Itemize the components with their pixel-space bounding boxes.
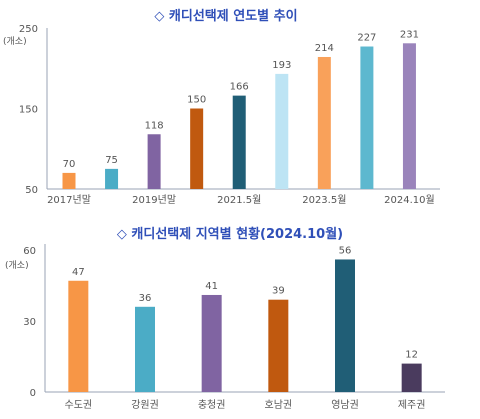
x-tick-label: 제주권 [398, 399, 426, 411]
x-tick-label: 2024.10월 [384, 194, 435, 206]
bar [105, 168, 119, 189]
bar-value-label: 214 [315, 43, 334, 54]
bar [401, 363, 422, 392]
y-tick-label: 60 [23, 246, 36, 257]
bar [232, 95, 246, 189]
bar-value-label: 70 [63, 159, 76, 170]
bar-value-label: 227 [357, 33, 376, 44]
bar [402, 43, 416, 189]
x-tick-label: 강원권 [131, 399, 159, 411]
chart-title: ◇ 캐디선택제 지역별 현황(2024.10월) [117, 226, 343, 242]
x-tick-label: 호남권 [265, 399, 293, 411]
x-tick-label: 2017년말 [47, 194, 91, 206]
bar-value-label: 47 [72, 267, 85, 278]
bar [62, 172, 76, 189]
bar-value-label: 12 [405, 350, 418, 361]
bar-value-label: 41 [205, 281, 218, 292]
y-tick-label: 250 [19, 24, 38, 35]
bar [135, 306, 155, 392]
x-tick-label: 2021.5월 [217, 194, 261, 206]
y-axis-unit-label: (개소) [5, 260, 29, 271]
bar [360, 46, 374, 189]
x-tick-label: 충청권 [198, 399, 226, 411]
bar [275, 73, 289, 189]
y-tick-label: 0 [30, 388, 36, 399]
chart-yearly-trend-svg: ◇ 캐디선택제 연도별 추이 (개소) 50 150 250 70 75 118 150 16… [3, 8, 440, 206]
y-tick-label: 150 [19, 105, 38, 116]
chart-regional-status: ◇ 캐디선택제 지역별 현황(2024.10월) (개소) 0 30 60 47 수도권… [0, 222, 480, 419]
y-axis-unit-label: (개소) [3, 36, 27, 47]
bar [68, 280, 89, 392]
chart-title: ◇ 캐디선택제 연도별 추이 [154, 8, 297, 24]
x-tick-label: 2023.5월 [302, 194, 346, 206]
bar-value-label: 75 [105, 155, 118, 166]
bar [201, 294, 222, 392]
bar-value-label: 56 [339, 245, 352, 256]
bar-value-label: 36 [139, 293, 152, 304]
bar-value-label: 150 [187, 95, 206, 106]
bar-value-label: 118 [145, 120, 164, 131]
bar-value-label: 39 [272, 286, 285, 297]
bar [190, 108, 204, 189]
x-tick-label: 2019년말 [132, 194, 176, 206]
x-tick-label: 수도권 [65, 399, 93, 411]
bar [335, 259, 355, 392]
bar-value-label: 193 [272, 60, 291, 71]
y-tick-label: 50 [25, 185, 38, 196]
bar [147, 134, 161, 189]
x-tick-label: 영남권 [331, 399, 359, 411]
chart-yearly-trend: ◇ 캐디선택제 연도별 추이 (개소) 50 150 250 70 75 118 150 16… [3, 8, 440, 206]
chart-regional-status-svg: ◇ 캐디선택제 지역별 현황(2024.10월) (개소) 0 30 60 47 수도권… [5, 226, 445, 411]
bar [268, 299, 289, 392]
y-tick-label: 30 [23, 317, 36, 328]
bar [317, 56, 331, 190]
bar-value-label: 231 [400, 29, 419, 40]
bar-value-label: 166 [230, 82, 249, 93]
